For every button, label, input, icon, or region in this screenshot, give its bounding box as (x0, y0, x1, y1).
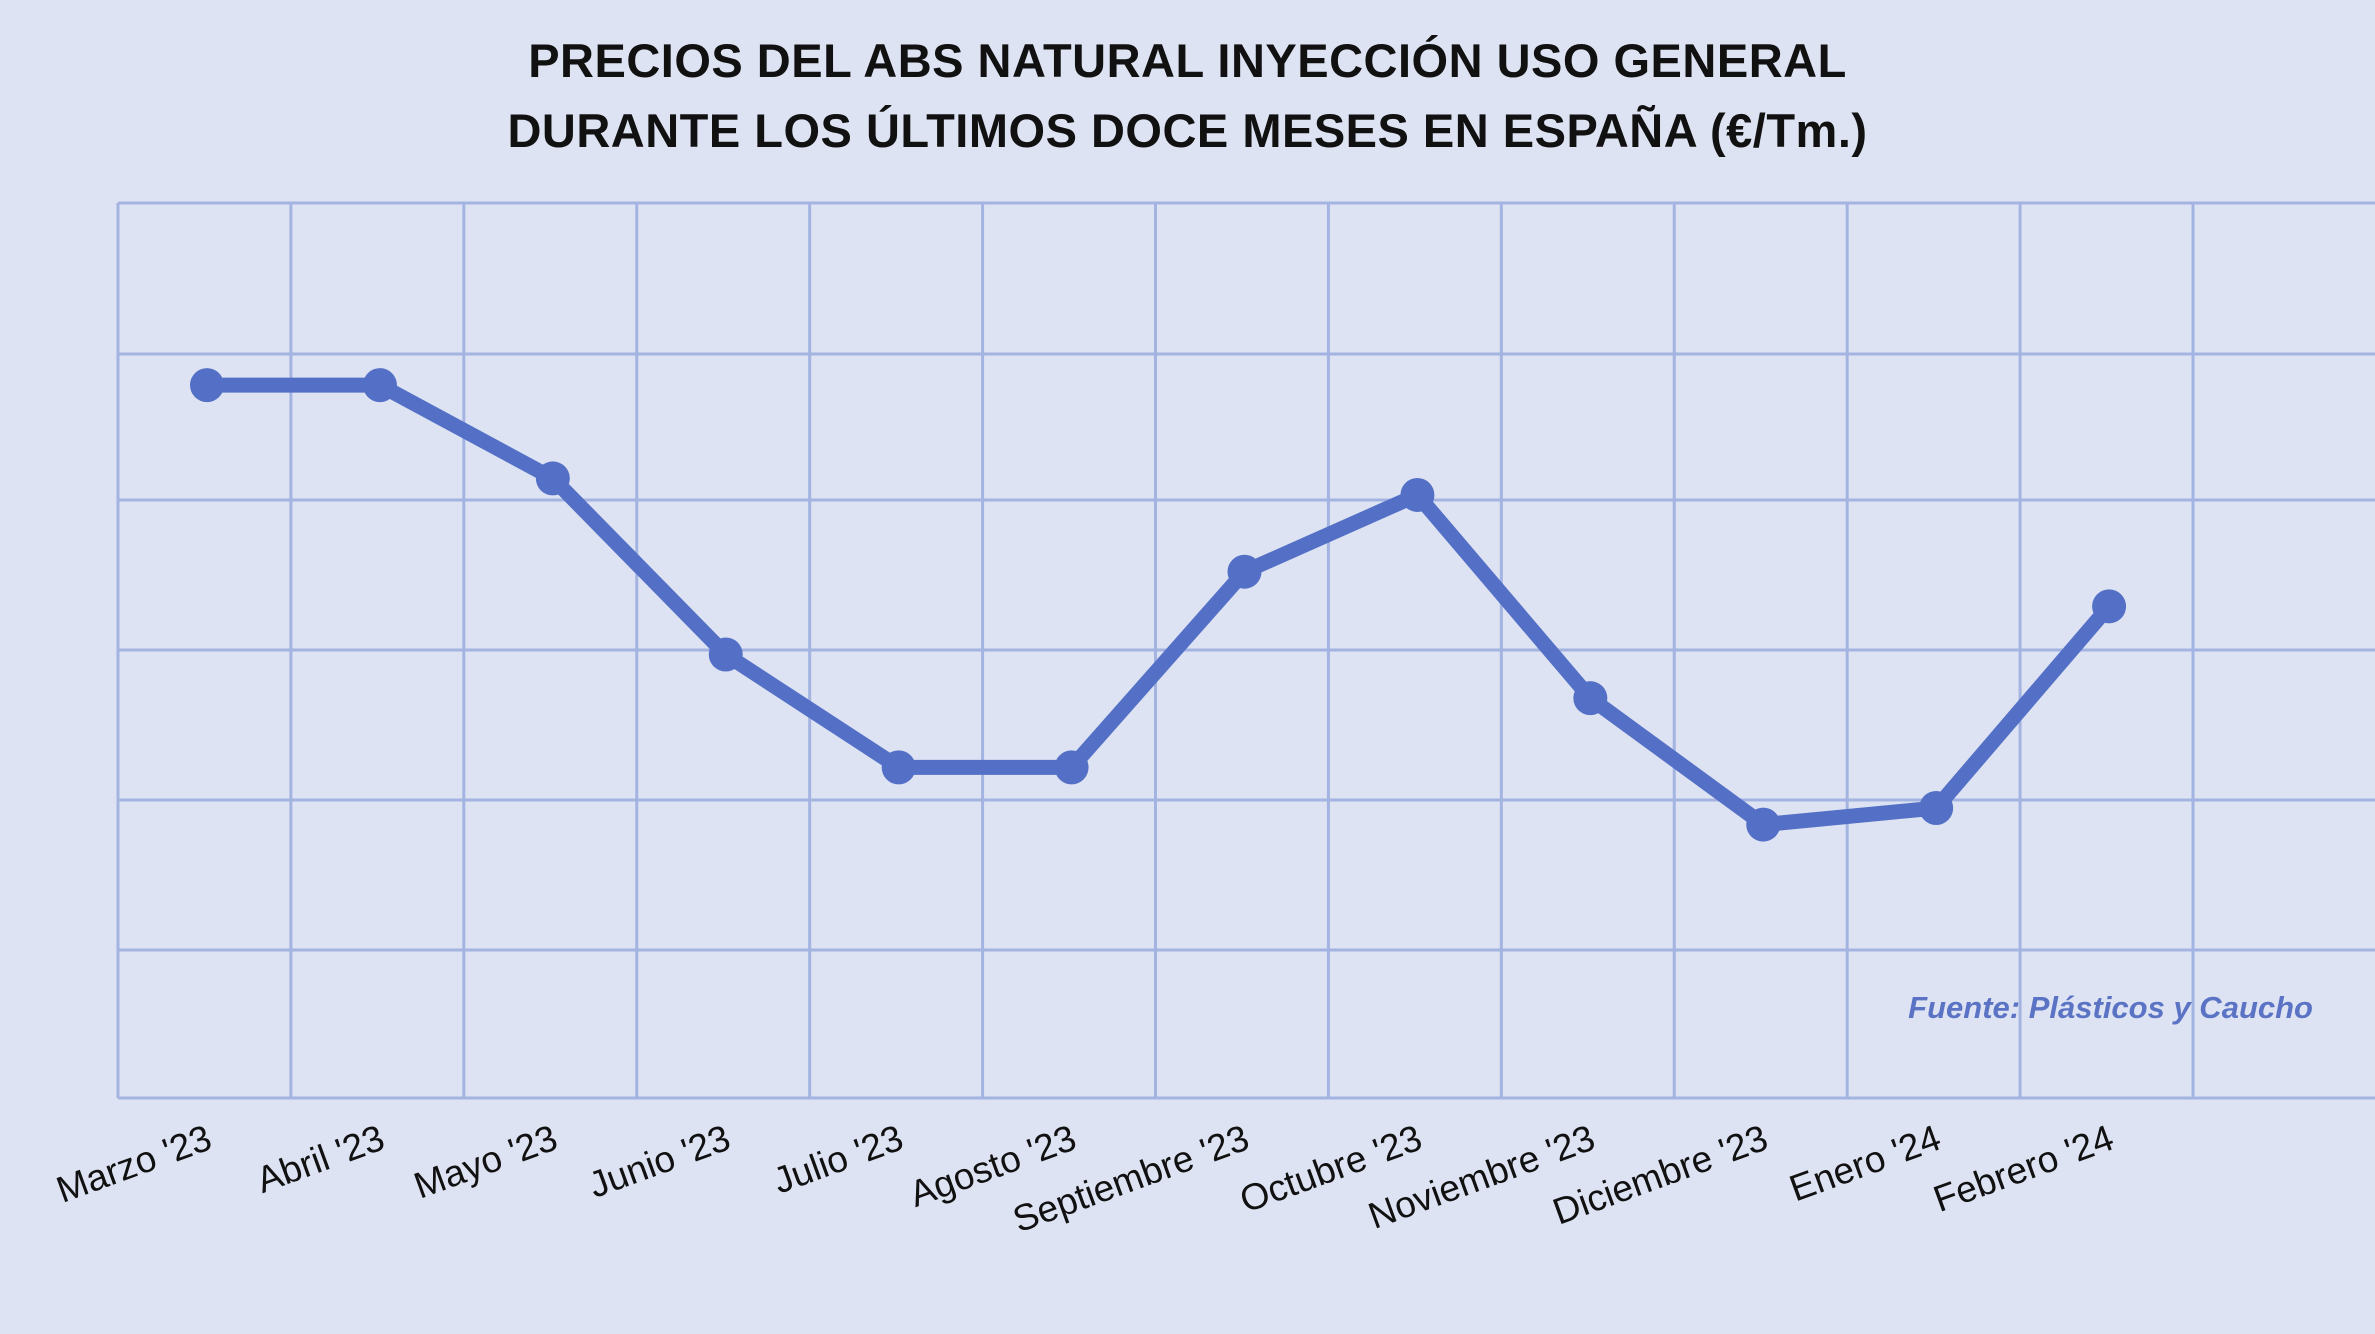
grid-layer (116, 201, 2375, 1100)
x-tick-label: Mayo '23 (409, 1117, 563, 1206)
x-tick-label: Junio '23 (583, 1117, 735, 1206)
chart-title-line-1: PRECIOS DEL ABS NATURAL INYECCIÓN USO GE… (528, 34, 1847, 87)
data-point (881, 750, 916, 785)
data-point (1746, 807, 1781, 842)
x-tick-label: Marzo '23 (51, 1117, 217, 1211)
x-axis-labels: Marzo '23 Abril '23 Mayo '23 Junio '23 Julio… (51, 1117, 2119, 1240)
data-point (1054, 750, 1089, 785)
data-point (2092, 589, 2127, 624)
x-tick-label: Enero '24 (1784, 1117, 1946, 1209)
source-note: Fuente: Plásticos y Caucho (1908, 990, 2313, 1025)
data-point (362, 368, 397, 403)
x-tick-label: Julio '23 (768, 1117, 909, 1202)
data-point (708, 637, 743, 672)
data-point (1573, 681, 1608, 716)
data-point (1227, 554, 1262, 589)
data-point (190, 368, 224, 403)
x-tick-label: Abril '23 (251, 1117, 390, 1201)
x-tick-label: Febrero '24 (1928, 1117, 2119, 1220)
data-point (1919, 791, 1954, 826)
series-layer (190, 368, 2127, 842)
series-line (199, 377, 2117, 833)
data-point (535, 461, 570, 496)
chart-title: PRECIOS DEL ABS NATURAL INYECCIÓN USO GE… (0, 26, 2375, 166)
chart-title-line-2: DURANTE LOS ÚLTIMOS DOCE MESES EN ESPAÑA… (507, 104, 1868, 157)
data-point (1400, 477, 1435, 512)
